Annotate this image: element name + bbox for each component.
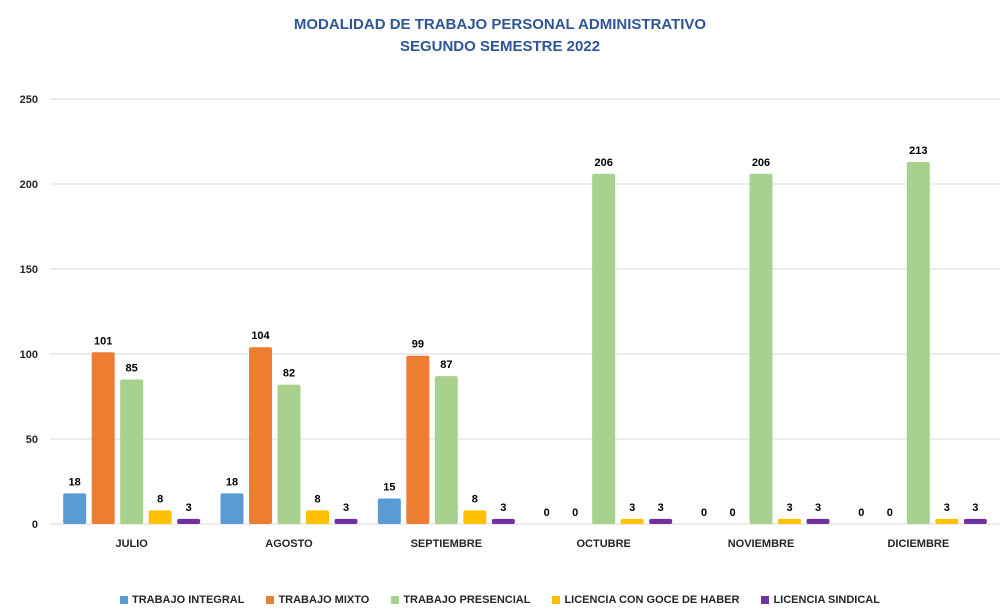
y-tick-label: 50 [26,434,38,446]
bar [963,518,987,524]
bar [592,173,616,525]
y-tick-label: 100 [20,349,38,361]
data-label: 82 [283,368,295,380]
bar [334,518,358,524]
bar [778,518,801,524]
y-tick-label: 250 [20,94,38,106]
bar [249,347,272,524]
data-label: 3 [815,502,821,514]
bar [148,510,172,524]
data-label: 3 [343,502,349,514]
bar [306,510,329,524]
chart-title-line-2: SEGUNDO SEMESTRE 2022 [399,38,601,55]
x-tick-label: SEPTIEMBRE [411,538,483,550]
data-label: 0 [544,507,550,519]
chart-title-line-1: MODALIDAD DE TRABAJO PERSONAL ADMINISTRA… [293,16,707,33]
legend-label: TRABAJO PRESENCIAL [403,594,531,606]
legend-label: TRABAJO INTEGRAL [132,594,245,606]
x-tick-label: AGOSTO [265,538,313,550]
legend-item: TRABAJO INTEGRAL [120,594,244,606]
bar [491,518,515,524]
y-tick-label: 150 [20,264,38,276]
bar [463,510,487,524]
data-label: 3 [629,502,635,514]
legend-label: LICENCIA SINDICAL [773,594,880,606]
bar [220,493,244,524]
data-label: 0 [572,507,578,519]
legend-item: LICENCIA CON GOCE DE HABER [552,594,739,606]
legend-swatch [552,596,561,604]
data-label: 18 [226,476,238,488]
legend: TRABAJO INTEGRAL TRABAJO MIXTO TRABAJO PRE… [0,590,1000,610]
y-tick-label: 0 [32,519,38,531]
bar [177,518,201,524]
bar [434,376,458,524]
bar [649,518,673,524]
data-label: 15 [383,482,395,494]
data-label: 0 [887,507,893,519]
data-label: 0 [701,507,707,519]
data-label: 3 [658,502,664,514]
data-label: 8 [472,493,478,505]
bar [620,518,644,524]
data-label: 18 [69,476,81,488]
legend-label: TRABAJO MIXTO [278,594,370,606]
data-label: 8 [157,493,163,505]
bar [806,518,830,524]
data-label: 0 [729,507,735,519]
chart-title: MODALIDAD DE TRABAJO PERSONAL ADMINISTRA… [0,14,1000,58]
bar [377,498,401,524]
data-label: 3 [500,502,506,514]
x-tick-label: DICIEMBRE [887,538,949,550]
bar [749,173,773,525]
data-label: 104 [251,330,270,342]
bar [63,493,87,524]
bar [91,352,115,524]
data-label: 3 [944,502,950,514]
data-label: 3 [972,502,978,514]
data-label: 3 [186,502,192,514]
legend-label: LICENCIA CON GOCE DE HABER [564,594,740,606]
y-tick-label: 200 [20,179,38,191]
data-label: 87 [440,359,452,371]
bar [277,384,301,524]
data-label: 213 [909,145,927,157]
bar [935,518,959,524]
legend-item: TRABAJO PRESENCIAL [391,594,530,606]
data-label: 8 [314,493,320,505]
bar [120,379,144,524]
data-label: 99 [412,339,424,351]
data-label: 3 [786,502,792,514]
data-label: 206 [594,157,612,169]
legend-swatch [266,596,275,604]
legend-swatch [761,596,770,604]
x-tick-label: OCTUBRE [576,538,630,550]
legend-swatch [391,596,400,604]
legend-item: LICENCIA SINDICAL [761,594,880,606]
data-label: 85 [126,363,138,375]
bar [406,355,430,524]
x-tick-label: NOVIEMBRE [728,538,795,550]
data-label: 101 [94,335,112,347]
legend-item: TRABAJO MIXTO [266,594,369,606]
legend-swatch [120,596,128,604]
data-label: 206 [752,157,770,169]
x-tick-label: JULIO [115,538,148,550]
bar [906,161,930,524]
data-label: 0 [858,507,864,519]
